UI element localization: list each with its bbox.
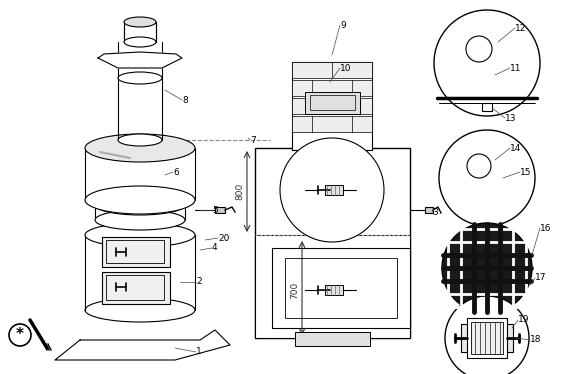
Bar [471, 322, 503, 354]
Text: 12: 12 [515, 24, 527, 33]
Text: 18: 18 [530, 335, 541, 344]
Text: 500: 500 [315, 166, 332, 175]
Bar [106, 275, 164, 300]
Ellipse shape [124, 17, 156, 27]
Circle shape [442, 223, 532, 313]
Bar [255, 235, 410, 338]
Text: 19: 19 [518, 316, 529, 325]
Bar [102, 237, 170, 267]
Text: 6: 6 [173, 168, 179, 177]
Ellipse shape [85, 223, 195, 247]
Text: 800: 800 [236, 183, 245, 200]
Text: 3: 3 [432, 208, 438, 217]
Text: 17: 17 [535, 273, 547, 282]
Bar [285, 258, 397, 318]
Bar [325, 285, 343, 295]
Bar [482, 103, 492, 111]
Text: 15: 15 [520, 168, 532, 177]
Bar [106, 240, 164, 263]
Ellipse shape [95, 210, 185, 230]
Text: 13: 13 [505, 113, 516, 123]
Ellipse shape [118, 134, 162, 146]
Text: 4: 4 [212, 243, 218, 252]
Bar [310, 95, 355, 110]
Text: 14: 14 [510, 144, 521, 153]
Bar [292, 80, 372, 96]
Bar [292, 116, 372, 132]
Bar [295, 332, 370, 346]
Ellipse shape [85, 186, 195, 214]
Circle shape [434, 10, 540, 116]
Text: 9: 9 [340, 21, 346, 30]
Bar [102, 272, 170, 304]
Bar [467, 318, 507, 358]
Bar [292, 62, 372, 150]
Text: 20: 20 [218, 233, 229, 242]
Text: 1: 1 [196, 347, 202, 356]
Text: 5: 5 [212, 205, 218, 215]
Bar [425, 207, 433, 213]
Ellipse shape [280, 138, 384, 242]
Text: 16: 16 [540, 224, 551, 233]
Text: 11: 11 [510, 64, 521, 73]
Bar [325, 185, 343, 195]
Polygon shape [98, 52, 182, 68]
Bar [305, 92, 360, 114]
Bar [255, 148, 410, 338]
Circle shape [439, 130, 535, 226]
Bar [461, 324, 513, 352]
Text: 10: 10 [340, 64, 351, 73]
Ellipse shape [85, 298, 195, 322]
Bar [292, 98, 372, 114]
Ellipse shape [124, 37, 156, 47]
Text: *: * [16, 328, 24, 343]
Text: 7: 7 [250, 135, 256, 144]
Bar [272, 248, 410, 328]
Ellipse shape [85, 134, 195, 162]
Ellipse shape [95, 195, 185, 215]
Text: 2: 2 [196, 278, 202, 286]
Bar [292, 62, 372, 78]
Circle shape [445, 296, 529, 374]
Ellipse shape [118, 72, 162, 84]
Text: 700: 700 [291, 281, 300, 298]
Text: 8: 8 [182, 95, 188, 104]
Bar [124, 22, 156, 42]
Bar [215, 207, 225, 213]
Polygon shape [55, 330, 230, 360]
